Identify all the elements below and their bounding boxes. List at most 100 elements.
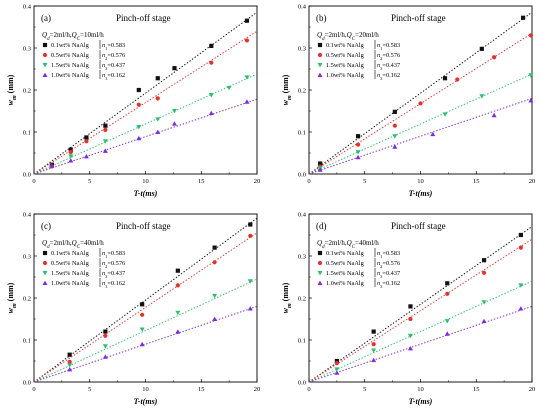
data-point <box>102 344 108 349</box>
legend-marker <box>317 63 323 68</box>
data-point <box>528 98 534 103</box>
x-tick-label: 0 <box>307 178 310 185</box>
data-point <box>155 76 160 81</box>
data-point <box>355 154 361 160</box>
legend-marker <box>317 52 323 58</box>
y-tick-label: 0.4 <box>23 211 32 218</box>
data-point <box>209 60 214 65</box>
legend-n-value: n3=0.162 <box>102 72 125 81</box>
data-point <box>479 46 484 51</box>
panel-d: 0 5 10 15 20 0.0 0.1 0.2 0.3 0.4 T-t(ms) wm (mm) (d)… <box>275 208 550 415</box>
data-point <box>136 135 142 141</box>
x-tick-label: 20 <box>529 386 536 393</box>
y-tick-label: 0.4 <box>298 3 307 10</box>
panel-c: 0 5 10 15 20 0.0 0.1 0.2 0.3 0.4 T-t(ms) wm (mm) (c)… <box>0 208 275 415</box>
x-tick-label: 0 <box>32 178 35 185</box>
legend-marker <box>317 260 323 266</box>
fit-line <box>33 30 258 175</box>
data-point <box>247 279 253 284</box>
legend-n-value: n1=0.583 <box>102 250 125 259</box>
legend-marker <box>42 280 48 285</box>
data-point <box>68 154 74 159</box>
stage-title: Pinch-off stage <box>116 13 171 23</box>
data-point <box>445 291 450 296</box>
data-point <box>208 110 214 116</box>
fit-line <box>308 238 533 383</box>
legend-n-value: n3=0.437 <box>377 270 400 279</box>
series-1 <box>308 226 533 383</box>
data-point <box>520 15 526 20</box>
data-point <box>248 222 253 227</box>
chart-c: 0 5 10 15 20 0.0 0.1 0.2 0.3 0.4 T-t(ms) wm (mm) (c)… <box>6 211 261 406</box>
x-axis-title: T-t(ms) <box>134 397 158 406</box>
data-point <box>408 304 413 309</box>
flow-condition: Qd=2ml/h,QC=20ml/h <box>317 31 379 42</box>
y-tick-label: 0.2 <box>298 295 306 302</box>
y-tick-label: 0.3 <box>23 45 31 52</box>
data-point <box>139 327 145 332</box>
series-4 <box>33 98 258 175</box>
y-tick-label: 0.1 <box>23 337 31 344</box>
data-point <box>171 121 177 126</box>
fit-line <box>308 97 533 175</box>
legend: 0.1wt% NaAlg n1=0.583 0.5wt% NaAlg n2=0.576… <box>42 40 125 81</box>
y-tick-label: 0.0 <box>298 171 306 178</box>
legend-marker <box>42 72 48 77</box>
legend-n-value: n1=0.583 <box>377 42 400 51</box>
legend-marker <box>317 42 323 48</box>
y-tick-label: 0.0 <box>298 379 306 386</box>
legend-n-value: n2=0.576 <box>377 52 400 61</box>
data-point <box>84 139 89 144</box>
series-4 <box>308 97 534 175</box>
legend-marker <box>317 271 323 276</box>
data-point <box>67 352 72 357</box>
x-tick-label: 20 <box>254 386 261 393</box>
data-point <box>155 117 161 122</box>
data-point <box>334 370 340 375</box>
data-point <box>175 329 181 334</box>
x-tick-label: 5 <box>363 386 366 393</box>
data-point <box>528 73 534 78</box>
fit-line <box>308 73 533 175</box>
y-axis-title: wm (mm) <box>6 282 18 313</box>
y-tick-label: 0.2 <box>23 87 31 94</box>
series-2 <box>308 238 533 383</box>
x-axis-title: T-t(ms) <box>409 397 433 406</box>
data-point <box>407 346 413 351</box>
y-tick-label: 0.1 <box>23 129 31 136</box>
data-point <box>481 270 487 275</box>
legend: 0.1wt% NaAlg n1=0.583 0.5wt% NaAlg n2=0.576… <box>317 248 400 289</box>
legend-label: 1.0wt% NaAlg <box>326 280 365 287</box>
data-point <box>155 129 161 134</box>
data-point <box>479 94 485 99</box>
data-point <box>244 18 250 23</box>
legend-label: 1.0wt% NaAlg <box>51 280 90 287</box>
data-point <box>442 76 448 81</box>
data-point <box>528 33 533 38</box>
fit-line <box>308 280 533 383</box>
data-point <box>371 348 377 353</box>
legend-marker <box>42 271 48 276</box>
data-point <box>444 319 450 324</box>
y-axis-title: wm (mm) <box>281 74 293 105</box>
data-point <box>136 102 141 107</box>
data-point <box>226 85 232 91</box>
legend-marker <box>42 42 48 48</box>
legend-label: 1.0wt% NaAlg <box>51 72 90 79</box>
data-point <box>455 77 460 82</box>
data-point <box>248 233 253 238</box>
series-1 <box>33 217 258 383</box>
data-point <box>103 333 108 338</box>
y-tick-label: 0.3 <box>23 253 31 260</box>
data-point <box>244 99 250 104</box>
legend-n-value: n2=0.576 <box>102 52 125 61</box>
data-point <box>355 134 361 139</box>
data-point <box>334 367 340 372</box>
y-tick-label: 0.4 <box>23 3 32 10</box>
data-point <box>392 144 398 149</box>
y-tick-label: 0.3 <box>298 253 306 260</box>
data-point <box>140 302 145 307</box>
data-point <box>418 101 423 106</box>
data-point <box>518 283 524 288</box>
